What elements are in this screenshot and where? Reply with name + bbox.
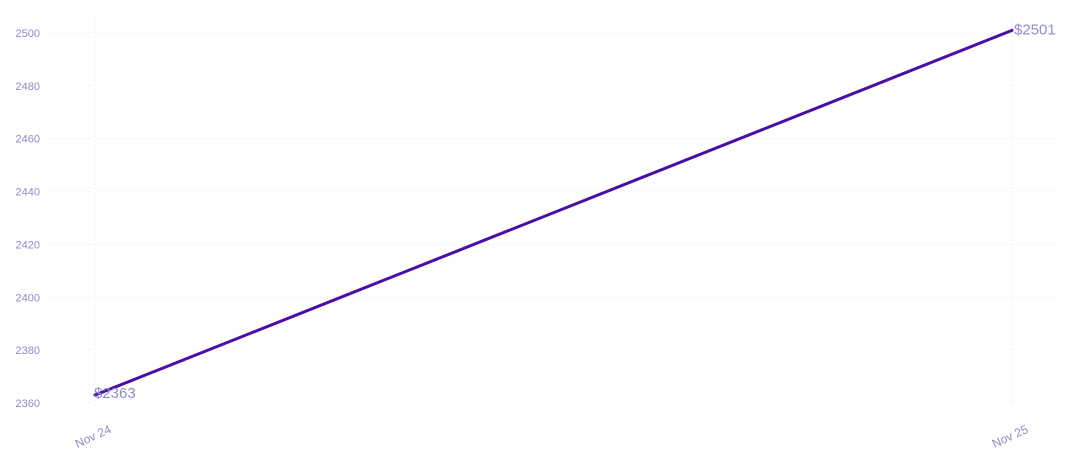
- axis-labels: 2500 2480 2460 2440 2420 2400 2380 2360 Nov 24 No…: [16, 28, 1031, 451]
- point-label: $2501: [1014, 21, 1056, 38]
- y-tick-label: 2460: [16, 134, 40, 146]
- y-tick-label: 2380: [16, 345, 40, 357]
- x-tick-label: Nov 25: [990, 422, 1031, 451]
- y-tick-label: 2420: [16, 239, 40, 251]
- point-labels: $2363 $2501: [94, 21, 1056, 402]
- v-gridlines: [94, 12, 1013, 408]
- series-group: [93, 28, 1014, 397]
- y-tick-label: 2500: [16, 28, 40, 40]
- y-tick-label: 2400: [16, 292, 40, 304]
- x-tick-label: Nov 24: [73, 422, 114, 451]
- y-tick-label: 2480: [16, 81, 40, 93]
- y-tick-label: 2440: [16, 187, 40, 199]
- point-label: $2363: [94, 385, 136, 402]
- y-tick-label: 2360: [16, 398, 40, 410]
- h-gridlines: [48, 32, 1057, 404]
- price-line[interactable]: [93, 28, 1014, 397]
